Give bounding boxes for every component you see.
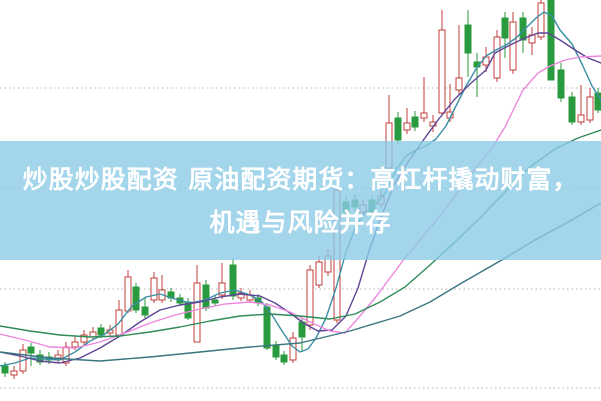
candle-up: [54, 354, 62, 359]
candle-up: [80, 334, 88, 343]
candle-down: [211, 299, 219, 304]
candle-down: [229, 264, 237, 297]
ma-fast-teal: [0, 11, 601, 367]
candle-down: [263, 306, 271, 349]
candle-down: [97, 327, 105, 336]
candle-up: [577, 114, 585, 123]
candle-up: [403, 122, 411, 131]
headline-line-1: 炒股炒股配资 原油配资期货：高杠杆撬动财富，: [22, 164, 579, 194]
candle-down: [501, 17, 509, 39]
candle-down: [519, 17, 527, 41]
candle-up: [438, 29, 446, 114]
candle-up: [306, 269, 314, 326]
candle-down: [394, 117, 402, 141]
candle-up: [493, 36, 501, 79]
candle-up: [218, 282, 226, 296]
candle-down: [27, 346, 35, 354]
candle-up: [420, 112, 428, 119]
candle-up: [455, 77, 463, 91]
candle-down: [568, 96, 576, 123]
headline-line-2: 机遇与风险并存: [209, 207, 392, 237]
candle-up: [509, 21, 517, 71]
candle-up: [124, 276, 132, 312]
candle-up: [10, 370, 18, 376]
candle-up: [586, 96, 594, 121]
candle-down: [141, 306, 149, 316]
candle-down: [1, 365, 9, 374]
candle-down: [594, 92, 601, 111]
candle-down: [464, 24, 472, 54]
candle-down: [298, 321, 306, 338]
candle-up: [71, 341, 79, 348]
candle-up: [537, 2, 545, 38]
candle-down: [411, 116, 419, 128]
headline-banner: 炒股炒股配资 原油配资期货：高杠杆撬动财富， 机遇与风险并存: [0, 141, 601, 260]
candle-down: [280, 354, 288, 363]
ma-pink: [0, 55, 601, 349]
candle-down: [202, 284, 210, 309]
candle-up: [237, 292, 245, 299]
candle-up: [315, 261, 323, 286]
candle-up: [150, 277, 158, 301]
candle-up: [193, 282, 201, 343]
candle-down: [272, 344, 280, 358]
candle-down: [547, 0, 555, 81]
candle-down: [557, 69, 565, 99]
candle-down: [132, 286, 140, 311]
